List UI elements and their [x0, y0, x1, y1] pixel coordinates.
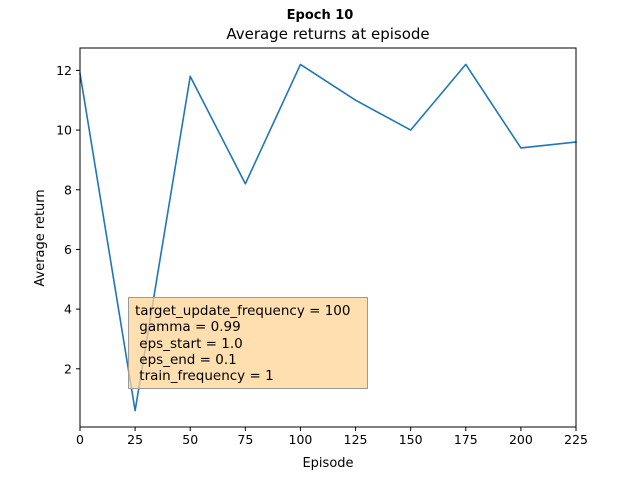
series-line — [79, 63, 577, 412]
x-tick-label: 175 — [454, 432, 478, 447]
y-tick-label: 4 — [64, 302, 72, 317]
ticks-layer: 0 25 50 75 100 125 150 175 200 225 2 4 6 8 10 12 — [56, 63, 588, 447]
annotation-line: train_frequency = 1 — [135, 368, 274, 385]
x-tick-label: 75 — [237, 432, 253, 447]
x-tick-label: 50 — [182, 432, 198, 447]
x-axis-label: Episode — [302, 456, 353, 471]
x-tick-label: 150 — [399, 432, 423, 447]
annotation-line: gamma = 0.99 — [135, 319, 241, 336]
y-tick-label: 12 — [56, 63, 72, 78]
x-tick-label: 125 — [344, 432, 368, 447]
y-tick-label: 6 — [64, 242, 72, 257]
series-layer — [79, 63, 577, 412]
annotation-line: eps_start = 1.0 — [135, 335, 243, 352]
x-tick-label: 225 — [564, 432, 588, 447]
y-tick-label: 10 — [56, 123, 72, 138]
figure-suptitle: Epoch 10 — [286, 8, 354, 23]
y-tick-label: 2 — [64, 361, 72, 376]
chart-title: Average returns at episode — [226, 25, 430, 43]
y-axis-label: Average return — [33, 189, 48, 286]
x-tick-label: 25 — [127, 432, 143, 447]
x-tick-label: 100 — [289, 432, 313, 447]
annotation-line: target_update_frequency = 100 — [135, 303, 351, 319]
annotation-line: eps_end = 0.1 — [135, 351, 237, 368]
x-tick-label: 200 — [509, 432, 533, 447]
hyperparameter-annotation-box: target_update_frequency = 100 gamma = 0.… — [128, 297, 368, 389]
x-tick-label: 0 — [76, 432, 84, 447]
y-tick-label: 8 — [64, 182, 72, 197]
plot-frame — [79, 47, 577, 428]
